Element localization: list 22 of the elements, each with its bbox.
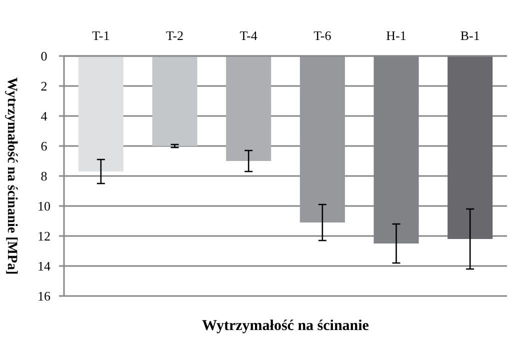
y-tick-label: 12 [38,228,50,244]
bar [300,56,345,222]
bar [448,56,493,239]
x-axis-title: Wytrzymałość na ścinanie [202,318,370,334]
y-tick-label: 2 [40,78,48,94]
x-tick-label: T-2 [166,28,184,43]
x-tick-label: B-1 [460,28,480,43]
bar [226,56,272,161]
y-tick-label: 10 [38,198,50,214]
x-tick-label: T-1 [92,28,110,43]
y-tick-label: 6 [40,138,48,154]
bar [152,56,198,146]
y-axis-title: Wytrzymałość na ścinanie [MPa] [4,77,20,275]
y-tick-label: 4 [40,108,48,124]
x-tick-label: T-4 [240,28,258,43]
x-tick-label: H-1 [386,28,406,43]
bar [78,56,124,172]
y-tick-label: 8 [40,168,48,184]
y-tick-label: 16 [38,288,51,304]
y-tick-label: 14 [38,258,51,274]
x-tick-label: T-6 [314,28,332,43]
y-tick-label: 0 [40,48,48,64]
